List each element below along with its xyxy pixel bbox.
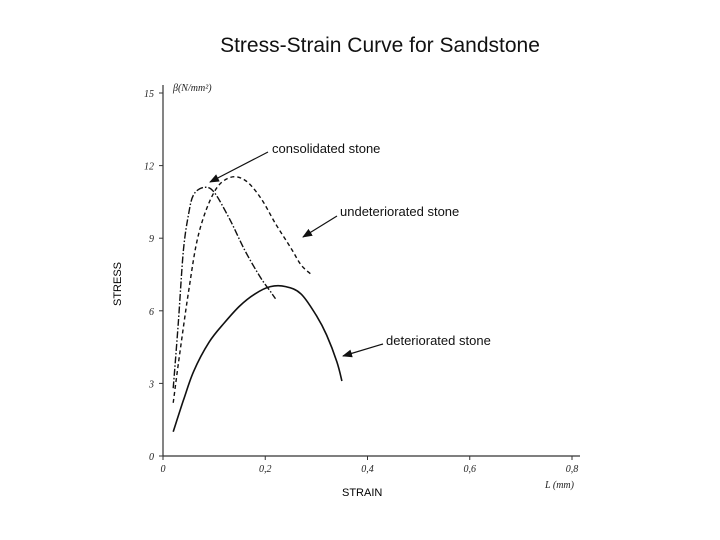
y-ticks: 0 3 6 9 12 15	[144, 89, 163, 463]
arrow-consolidated	[209, 151, 269, 183]
arrow-undeteriorated	[302, 215, 338, 238]
annotation-consolidated: consolidated stone	[272, 141, 380, 156]
x-tick-label: 0,8	[566, 464, 579, 475]
x-tick-label: 0,4	[361, 464, 374, 475]
y-tick-label: 9	[149, 234, 154, 245]
x-tick-label: 0,6	[464, 464, 477, 475]
arrow-deteriorated	[342, 343, 384, 358]
x-unit-label: L (mm)	[544, 480, 575, 491]
annotation-undeteriorated: undeteriorated stone	[340, 204, 459, 219]
y-tick-label: 0	[149, 452, 154, 463]
y-tick-label: 3	[148, 379, 154, 390]
series-line-consolidated-stone	[172, 186, 277, 389]
y-unit-label: β(N/mm²)	[172, 83, 212, 94]
x-ticks: 0 0,2 0,4 0,6 0,8	[161, 456, 579, 475]
y-tick-label: 6	[149, 307, 154, 318]
x-tick-label: 0,2	[259, 464, 272, 475]
series-group	[172, 176, 343, 433]
x-axis-label: STRAIN	[342, 487, 382, 499]
y-tick-label: 15	[144, 89, 154, 100]
series-line-undeteriorated-stone	[172, 176, 312, 403]
y-tick-label: 12	[144, 162, 154, 173]
annotation-deteriorated: deteriorated stone	[386, 333, 491, 348]
chart-title: Stress-Strain Curve for Sandstone	[220, 34, 540, 57]
x-tick-label: 0	[161, 464, 166, 475]
series-line-deteriorated-stone	[172, 284, 343, 433]
y-axis-label: STRESS	[112, 262, 124, 306]
